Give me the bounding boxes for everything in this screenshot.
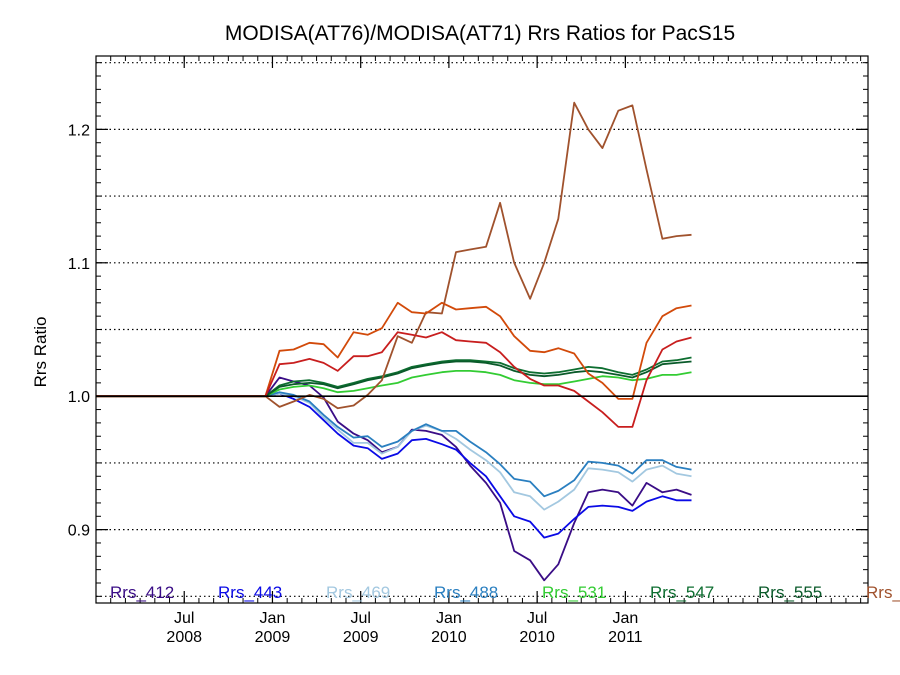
x-tick-year: 2010: [431, 629, 467, 646]
legend-entry: Rrs_555: [758, 583, 822, 602]
legend-entry: Rrs_547: [650, 583, 714, 602]
x-tick-year: 2010: [519, 629, 555, 646]
legend-entry: Rrs_412: [110, 583, 174, 602]
y-tick-label: 0.9: [68, 523, 90, 540]
chart-title: MODISA(AT76)/MODISA(AT71) Rrs Ratios for…: [225, 22, 735, 45]
series-line: [96, 392, 692, 539]
legend-entry: Rrs_443: [218, 583, 282, 602]
plot-frame: [95, 55, 869, 604]
series-line: [96, 301, 692, 400]
x-tick-month: Jul: [350, 610, 370, 627]
y-tick-label: 1.2: [68, 122, 90, 139]
x-tick-month: Jan: [260, 610, 286, 627]
legend-entry: Rrs_531: [542, 583, 606, 602]
series-line: [96, 356, 692, 398]
x-tick-month: Jul: [174, 610, 194, 627]
series-line: [96, 392, 692, 511]
x-tick-month: Jan: [612, 610, 638, 627]
legend-entry: Rrs_469: [326, 583, 390, 602]
series-line: [96, 391, 692, 498]
x-tick-year: 2008: [166, 629, 202, 646]
x-tick-year: 2011: [608, 629, 643, 646]
series-line: [96, 376, 692, 582]
series-line: [96, 360, 692, 398]
series-line: [96, 369, 692, 398]
x-tick-month: Jul: [527, 610, 547, 627]
gridlines: [96, 62, 868, 597]
legend: Rrs_412 Rrs_443 Rrs_469 Rrs_488 Rrs_531 Rrs_5…: [110, 583, 900, 602]
series-lines: [96, 101, 692, 582]
legend-entry: Rrs_: [866, 583, 900, 602]
x-tick-month: Jan: [436, 610, 462, 627]
series-line: [96, 101, 692, 410]
y-tick-label: 1.0: [68, 389, 90, 406]
x-tick-year: 2009: [255, 629, 291, 646]
series-line: [96, 331, 692, 428]
y-tick-label: 1.1: [68, 256, 90, 273]
legend-entry: Rrs_488: [434, 583, 498, 602]
y-axis-label: Rrs Ratio: [31, 317, 50, 388]
x-tick-year: 2009: [343, 629, 379, 646]
axes: 0.9 1.0 1.1 1.2 Jul 2008 Jan 2009 Jul 2009 Jan 2010…: [68, 55, 869, 646]
